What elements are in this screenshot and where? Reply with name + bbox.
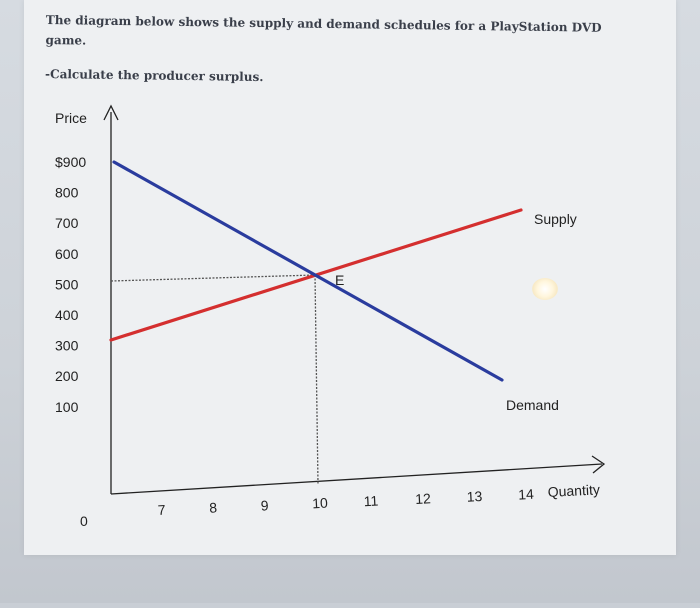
y-tick-label-500: 500 <box>55 276 79 292</box>
x-tick-label-7: 7 <box>157 502 166 518</box>
y-tick-label-400: 400 <box>55 307 79 323</box>
equilibrium-label: E <box>335 272 344 288</box>
x-tick-label-12: 12 <box>415 490 432 507</box>
x-tick-label-14: 14 <box>518 486 535 503</box>
demand-curve <box>112 160 504 382</box>
equilibrium-price-guide <box>110 274 316 282</box>
demand-label: Demand <box>506 397 559 413</box>
x-axis-arrow <box>591 455 606 474</box>
equilibrium-quantity-guide <box>314 274 319 485</box>
x-axis-label: Quantity <box>547 481 600 500</box>
y-tick-label-700: 700 <box>55 215 79 231</box>
y-tick-label-100: 100 <box>55 399 79 415</box>
x-tick-label-9: 9 <box>260 497 269 513</box>
supply-label: Supply <box>534 211 577 227</box>
y-tick-label-300: 300 <box>55 338 79 354</box>
camera-glare <box>532 278 558 300</box>
x-tick-label-13: 13 <box>466 488 483 505</box>
x-tick-label-11: 11 <box>363 492 379 509</box>
x-axis-line <box>110 463 603 495</box>
x-tick-label-10: 10 <box>312 495 329 512</box>
y-tick-label-600: 600 <box>55 246 79 262</box>
y-axis-label: Price <box>55 110 87 126</box>
y-tick-label-200: 200 <box>55 368 79 384</box>
y-tick-label-800: 800 <box>55 185 79 201</box>
document-page <box>24 0 676 555</box>
origin-label: 0 <box>80 513 88 529</box>
y-tick-label-900: $900 <box>55 154 86 170</box>
x-tick-label-8: 8 <box>209 499 218 515</box>
y-axis-arrow <box>103 104 119 121</box>
